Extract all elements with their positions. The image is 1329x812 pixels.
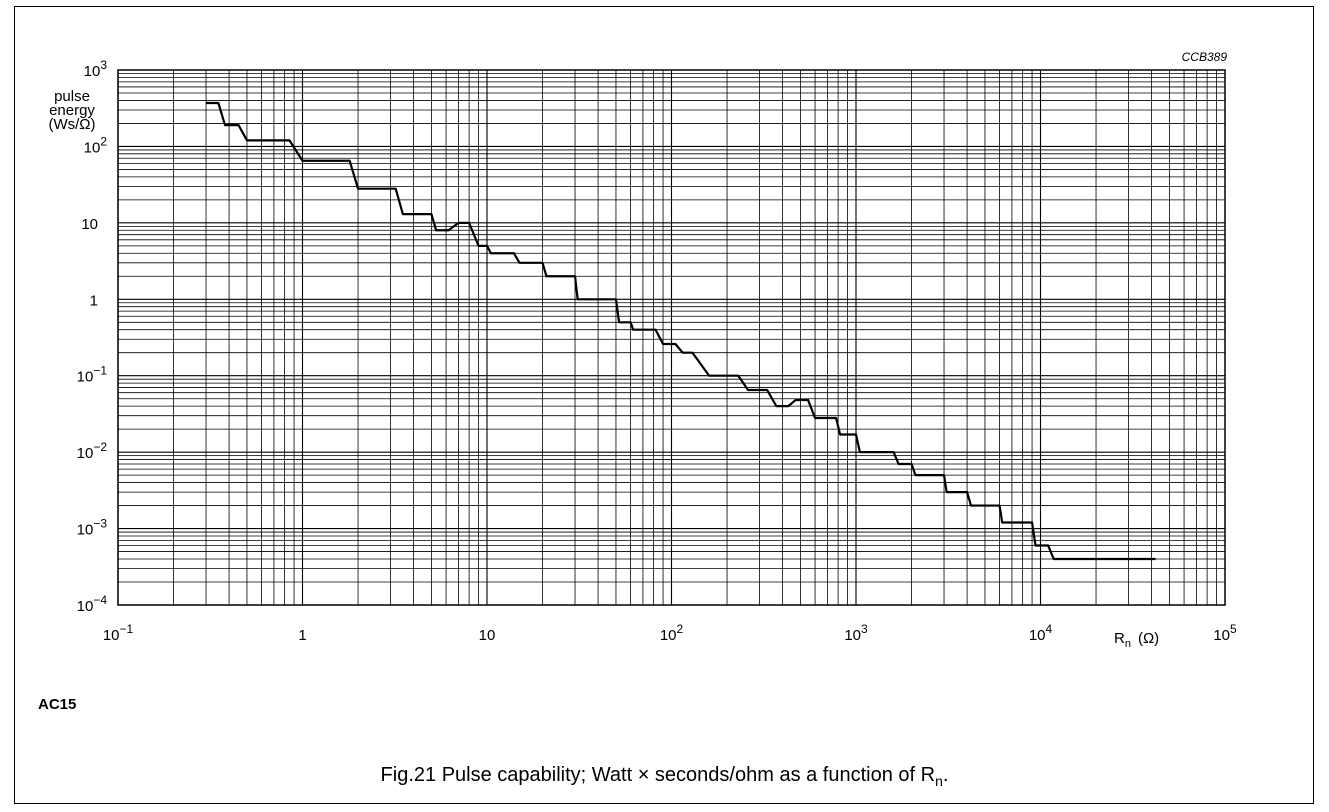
x-tick-label: 102 — [660, 622, 684, 644]
figure-frame — [14, 6, 1314, 804]
device-label: AC15 — [38, 696, 77, 713]
caption-end: . — [942, 764, 949, 786]
y-tick-label: 10 — [81, 216, 98, 233]
x-tick-label: 10−1 — [103, 622, 134, 644]
y-axis-label-line-3: (Ws/Ω) — [48, 116, 95, 133]
y-axis-label: pulse energy (Ws/Ω) — [48, 88, 95, 133]
y-tick-label: 10−1 — [77, 364, 108, 386]
x-tick-label: 105 — [1213, 622, 1237, 644]
x-axis-label-unit: (Ω) — [1138, 630, 1159, 647]
x-axis-label-main: R — [1114, 630, 1125, 647]
x-tick-label: 1 — [298, 627, 306, 644]
x-tick-label: 104 — [1029, 622, 1053, 644]
y-axis-label-line-1: pulse — [54, 88, 90, 105]
x-tick-labels: 10−1 1 10 102 103 104 105 — [103, 622, 1237, 644]
figure-caption: Fig.21 Pulse capability; Watt × seconds/… — [0, 764, 1329, 789]
y-tick-label: 1 — [90, 292, 98, 309]
caption-main: Fig.21 Pulse capability; Watt × seconds/… — [380, 764, 936, 786]
y-tick-label: 10−2 — [77, 440, 108, 462]
y-tick-label: 102 — [84, 134, 108, 156]
x-tick-label: 103 — [844, 622, 868, 644]
x-axis-label: Rn (Ω) — [1114, 630, 1159, 650]
x-tick-label: 10 — [479, 627, 496, 644]
series-layer — [206, 101, 1156, 561]
y-tick-labels: 10−4 10−3 10−2 10−1 1 10 102 103 — [77, 58, 108, 615]
y-tick-label: 10−4 — [77, 593, 108, 615]
x-axis-label-sub: n — [1125, 638, 1131, 650]
y-axis-label-line-2: energy — [49, 102, 95, 119]
y-tick-label: 103 — [84, 58, 108, 80]
y-tick-label: 10−3 — [77, 517, 108, 539]
plot-border — [117, 69, 1226, 606]
series-line-1 — [206, 101, 1156, 561]
figure-code: CCB389 — [1182, 50, 1228, 64]
grid — [117, 70, 1225, 606]
caption-sub: n — [935, 773, 943, 789]
